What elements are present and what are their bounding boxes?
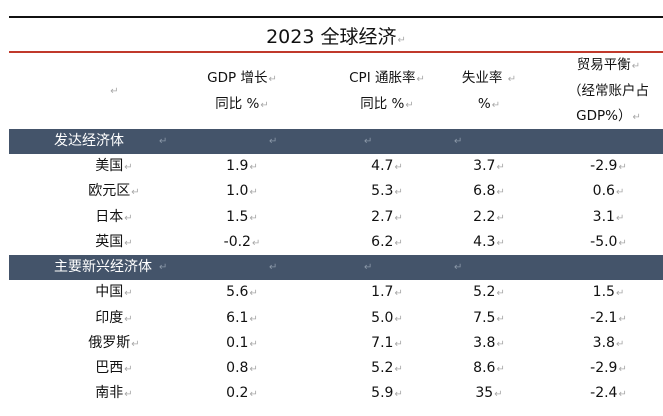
return-mark: ↵ bbox=[269, 262, 278, 274]
country-name: 欧元区↵ bbox=[88, 183, 140, 200]
return-mark: ↵ bbox=[159, 136, 168, 147]
trade-balance-value: -2.9↵ bbox=[590, 360, 627, 377]
trade-balance-value: 3.8↵ bbox=[592, 334, 625, 351]
return-mark: ↵ bbox=[159, 262, 168, 274]
country-name: 印度↵ bbox=[95, 309, 133, 326]
table-row: 欧元区↵ 1.0↵ 5.3↵ 6.8↵ 0.6↵ bbox=[9, 179, 663, 204]
cpi-value: 6.2↵ bbox=[371, 233, 403, 250]
country-name: 美国↵ bbox=[95, 158, 133, 174]
gdp-value: 0.2↵ bbox=[226, 385, 258, 402]
table-row: 英国↵ -0.2↵ 6.2↵ 4.3↵ -5.0↵ bbox=[9, 230, 663, 255]
return-mark: ↵ bbox=[269, 136, 278, 147]
group-label: 发达经济体 bbox=[54, 133, 124, 149]
gdp-value: 5.6↵ bbox=[226, 284, 258, 301]
gdp-value: 6.1↵ bbox=[226, 309, 258, 326]
trade-balance-value: -2.1↵ bbox=[590, 309, 627, 326]
trade-balance-value: -2.9↵ bbox=[590, 158, 627, 174]
cpi-value: 7.1↵ bbox=[371, 334, 403, 351]
cpi-value: 5.9↵ bbox=[371, 385, 403, 402]
country-name: 中国↵ bbox=[95, 284, 133, 301]
table-title: 2023 全球经济↵ bbox=[266, 26, 406, 48]
country-name: 俄罗斯↵ bbox=[88, 334, 140, 351]
unemployment-value: 5.2↵ bbox=[473, 284, 505, 301]
trade-balance-value: 0.6↵ bbox=[592, 183, 625, 200]
unemployment-value: 6.8↵ bbox=[473, 183, 505, 200]
return-mark: ↵ bbox=[364, 262, 373, 274]
header-empty: ↵ bbox=[110, 86, 119, 97]
unemployment-value: 3.8↵ bbox=[473, 334, 505, 351]
trade-balance-value: 1.5↵ bbox=[592, 284, 625, 301]
header-trade-balance: 贸易平衡↵ （经常账户占 GDP%）↵ bbox=[568, 57, 649, 124]
unemployment-value: 3.7↵ bbox=[473, 158, 505, 174]
header-gdp: GDP 增长↵ 同比 %↵ bbox=[207, 69, 277, 112]
table-row: 中国↵ 5.6↵ 1.7↵ 5.2↵ 1.5↵ bbox=[9, 280, 663, 305]
group-band: 主要新兴经济体 ↵ ↵ ↵ ↵ bbox=[9, 255, 663, 281]
unemployment-value: 8.6↵ bbox=[473, 360, 505, 377]
header-unemployment: 失业率 ↵ %↵ bbox=[461, 69, 517, 112]
top-rule bbox=[9, 16, 663, 18]
gdp-value: 0.1↵ bbox=[226, 334, 258, 351]
unemployment-value: 4.3↵ bbox=[473, 233, 505, 250]
unemployment-value: 2.2↵ bbox=[473, 208, 505, 225]
table-row: 日本↵ 1.5↵ 2.7↵ 2.2↵ 3.1↵ bbox=[9, 205, 663, 230]
cpi-value: 5.2↵ bbox=[371, 360, 403, 377]
country-name: 英国↵ bbox=[95, 233, 133, 250]
gdp-value: 0.8↵ bbox=[226, 360, 258, 377]
country-name: 日本↵ bbox=[95, 208, 133, 225]
title-rule bbox=[9, 51, 663, 53]
table-row: 俄罗斯↵ 0.1↵ 7.1↵ 3.8↵ 3.8↵ bbox=[9, 331, 663, 356]
trade-balance-value: -2.4↵ bbox=[590, 385, 627, 402]
group-band: 发达经济体 ↵ ↵ ↵ ↵ bbox=[9, 129, 663, 154]
gdp-value: 1.9↵ bbox=[226, 158, 258, 174]
table-row: 印度↵ 6.1↵ 5.0↵ 7.5↵ -2.1↵ bbox=[9, 306, 663, 331]
cpi-value: 5.0↵ bbox=[371, 309, 403, 326]
return-mark: ↵ bbox=[454, 136, 463, 147]
gdp-value: 1.0↵ bbox=[226, 183, 258, 200]
table-row: 南非↵ 0.2↵ 5.9↵ 35↵ -2.4↵ bbox=[9, 381, 663, 406]
gdp-value: -0.2↵ bbox=[223, 233, 261, 250]
unemployment-value: 7.5↵ bbox=[473, 309, 505, 326]
cpi-value: 2.7↵ bbox=[371, 208, 403, 225]
unemployment-value: 35↵ bbox=[475, 385, 503, 402]
cpi-value: 5.3↵ bbox=[371, 183, 403, 200]
cpi-value: 4.7↵ bbox=[371, 158, 403, 174]
trade-balance-value: -5.0↵ bbox=[590, 233, 627, 250]
cpi-value: 1.7↵ bbox=[371, 284, 403, 301]
table-row: 巴西↵ 0.8↵ 5.2↵ 8.6↵ -2.9↵ bbox=[9, 356, 663, 381]
header-cpi: CPI 通胀率↵ 同比 %↵ bbox=[349, 69, 425, 112]
country-name: 南非↵ bbox=[95, 385, 133, 402]
table-header: ↵ GDP 增长↵ 同比 %↵ CPI 通胀率↵ 同比 %↵ 失业率 ↵ %↵ … bbox=[9, 54, 663, 129]
country-name: 巴西↵ bbox=[95, 360, 133, 377]
trade-balance-value: 3.1↵ bbox=[592, 208, 625, 225]
gdp-value: 1.5↵ bbox=[226, 208, 258, 225]
return-mark: ↵ bbox=[364, 136, 373, 147]
table-row: 美国↵ 1.9↵ 4.7↵ 3.7↵ -2.9↵ bbox=[9, 154, 663, 179]
return-mark: ↵ bbox=[454, 262, 463, 274]
group-label: 主要新兴经济体 bbox=[54, 259, 152, 276]
